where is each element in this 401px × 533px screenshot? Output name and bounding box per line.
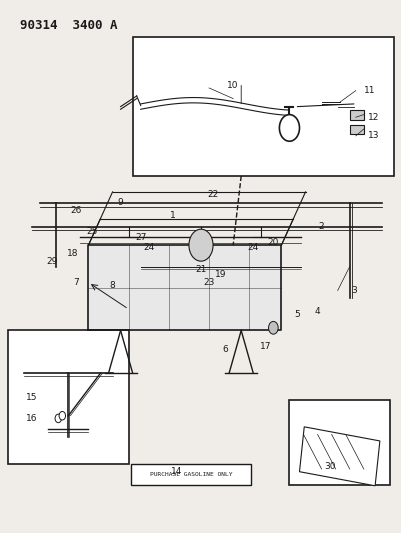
Text: 29: 29	[47, 257, 58, 265]
Circle shape	[188, 229, 213, 261]
Text: 20: 20	[267, 238, 278, 247]
Text: 6: 6	[222, 345, 227, 353]
Text: 18: 18	[67, 249, 78, 257]
Text: 22: 22	[207, 190, 218, 199]
Text: 90314  3400 A: 90314 3400 A	[20, 19, 117, 31]
Bar	[289, 400, 389, 485]
Text: 1: 1	[170, 212, 175, 220]
Circle shape	[268, 321, 277, 334]
Text: 4: 4	[314, 308, 320, 316]
Circle shape	[55, 414, 61, 423]
Circle shape	[279, 115, 299, 141]
Text: 24: 24	[143, 244, 154, 252]
Polygon shape	[88, 245, 281, 330]
Text: PURCHASE GASOLINE ONLY: PURCHASE GASOLINE ONLY	[149, 472, 232, 477]
Text: 9: 9	[117, 198, 123, 207]
Text: 12: 12	[367, 113, 379, 122]
Text: 8: 8	[109, 281, 115, 289]
Text: 30: 30	[323, 462, 334, 471]
Text: 2: 2	[318, 222, 324, 231]
Text: 5: 5	[294, 310, 300, 319]
Text: 17: 17	[259, 342, 270, 351]
Bar	[130, 464, 251, 485]
Text: 19: 19	[215, 270, 226, 279]
Text: 25: 25	[87, 228, 98, 236]
Text: 16: 16	[26, 414, 38, 423]
Text: 23: 23	[203, 278, 214, 287]
Text: 14: 14	[171, 467, 182, 476]
Bar	[349, 125, 363, 134]
Text: 21: 21	[195, 265, 206, 273]
Text: 13: 13	[367, 132, 379, 140]
Bar	[349, 110, 363, 120]
Bar	[8, 330, 128, 464]
Bar	[132, 37, 393, 176]
Text: 11: 11	[363, 86, 375, 95]
Text: 10: 10	[227, 81, 238, 90]
Bar	[299, 427, 379, 486]
Text: 27: 27	[135, 233, 146, 241]
Text: 7: 7	[73, 278, 79, 287]
Text: 24: 24	[247, 244, 258, 252]
Text: 26: 26	[71, 206, 82, 215]
Text: 15: 15	[26, 393, 38, 401]
Circle shape	[59, 411, 65, 420]
Text: 3: 3	[350, 286, 356, 295]
